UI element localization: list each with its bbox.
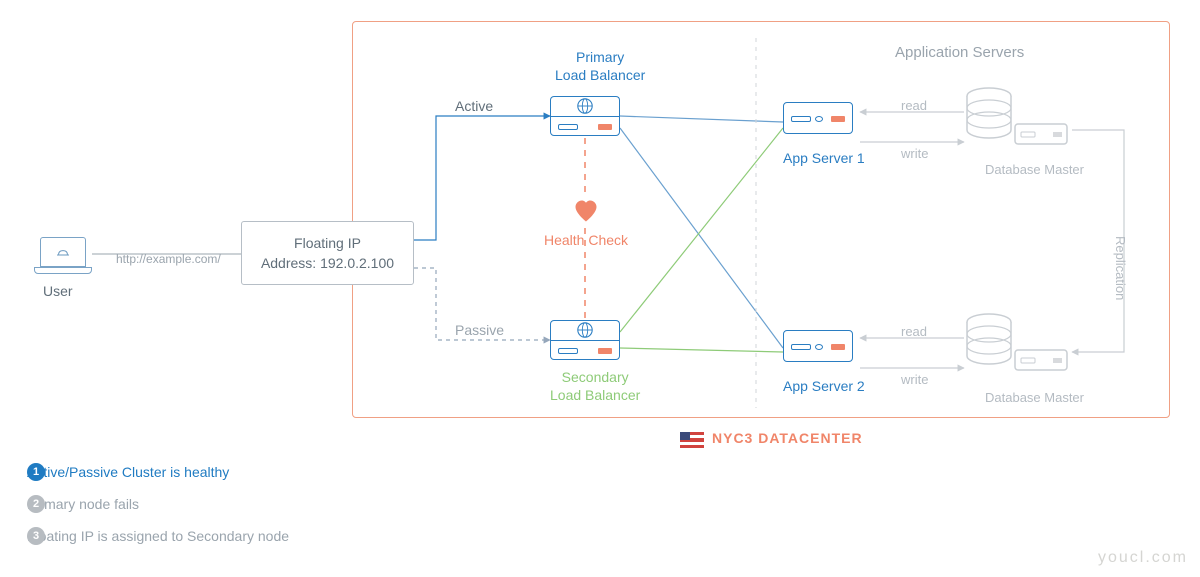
secondary-lb-title: Secondary Load Balancer: [550, 368, 640, 404]
user-laptop-icon: [34, 237, 92, 277]
legend-item-2: 2 Primary node fails: [27, 496, 139, 512]
write-2: write: [901, 372, 928, 387]
db-master-2-icon: [965, 312, 1071, 387]
legend-item-3: 3 Floating IP is assigned to Secondary n…: [27, 528, 289, 544]
legend-badge-3: 3: [27, 527, 45, 545]
app-server-2-icon: [783, 330, 853, 362]
legend-text-3: Floating IP is assigned to Secondary nod…: [27, 528, 289, 544]
app-servers-title: Application Servers: [895, 44, 1024, 61]
user-label: User: [43, 283, 73, 299]
floating-ip-line1: Floating IP: [294, 235, 361, 251]
user-url: http://example.com/: [116, 252, 221, 266]
app-server-2-label: App Server 2: [783, 378, 865, 394]
primary-lb-icon: [550, 96, 620, 136]
legend-badge-1: 1: [27, 463, 45, 481]
db-master-1-icon: [965, 86, 1071, 161]
legend-item-1: 1 Active/Passive Cluster is healthy: [27, 464, 229, 480]
floating-ip-line2: Address: 192.0.2.100: [261, 255, 394, 271]
write-1: write: [901, 146, 928, 161]
db-master-2-label: Database Master: [985, 390, 1084, 405]
active-edge-label: Active: [455, 98, 493, 114]
app-server-1-icon: [783, 102, 853, 134]
watermark: youcl.com: [1098, 549, 1188, 567]
secondary-lb-icon: [550, 320, 620, 360]
floating-ip-box: Floating IP Address: 192.0.2.100: [241, 221, 414, 285]
app-server-1-label: App Server 1: [783, 150, 865, 166]
legend-badge-2: 2: [27, 495, 45, 513]
legend-text-1: Active/Passive Cluster is healthy: [27, 464, 229, 480]
passive-edge-label: Passive: [455, 322, 504, 338]
read-1: read: [901, 98, 927, 113]
us-flag-icon: [680, 432, 704, 448]
db-master-1-label: Database Master: [985, 162, 1084, 177]
primary-lb-title: Primary Load Balancer: [555, 48, 645, 84]
datacenter-label: NYC3 DATACENTER: [712, 430, 863, 446]
read-2: read: [901, 324, 927, 339]
replication-label: Replication: [1113, 236, 1128, 300]
heart-icon: [572, 197, 600, 225]
health-check-label: Health Check: [544, 232, 628, 248]
